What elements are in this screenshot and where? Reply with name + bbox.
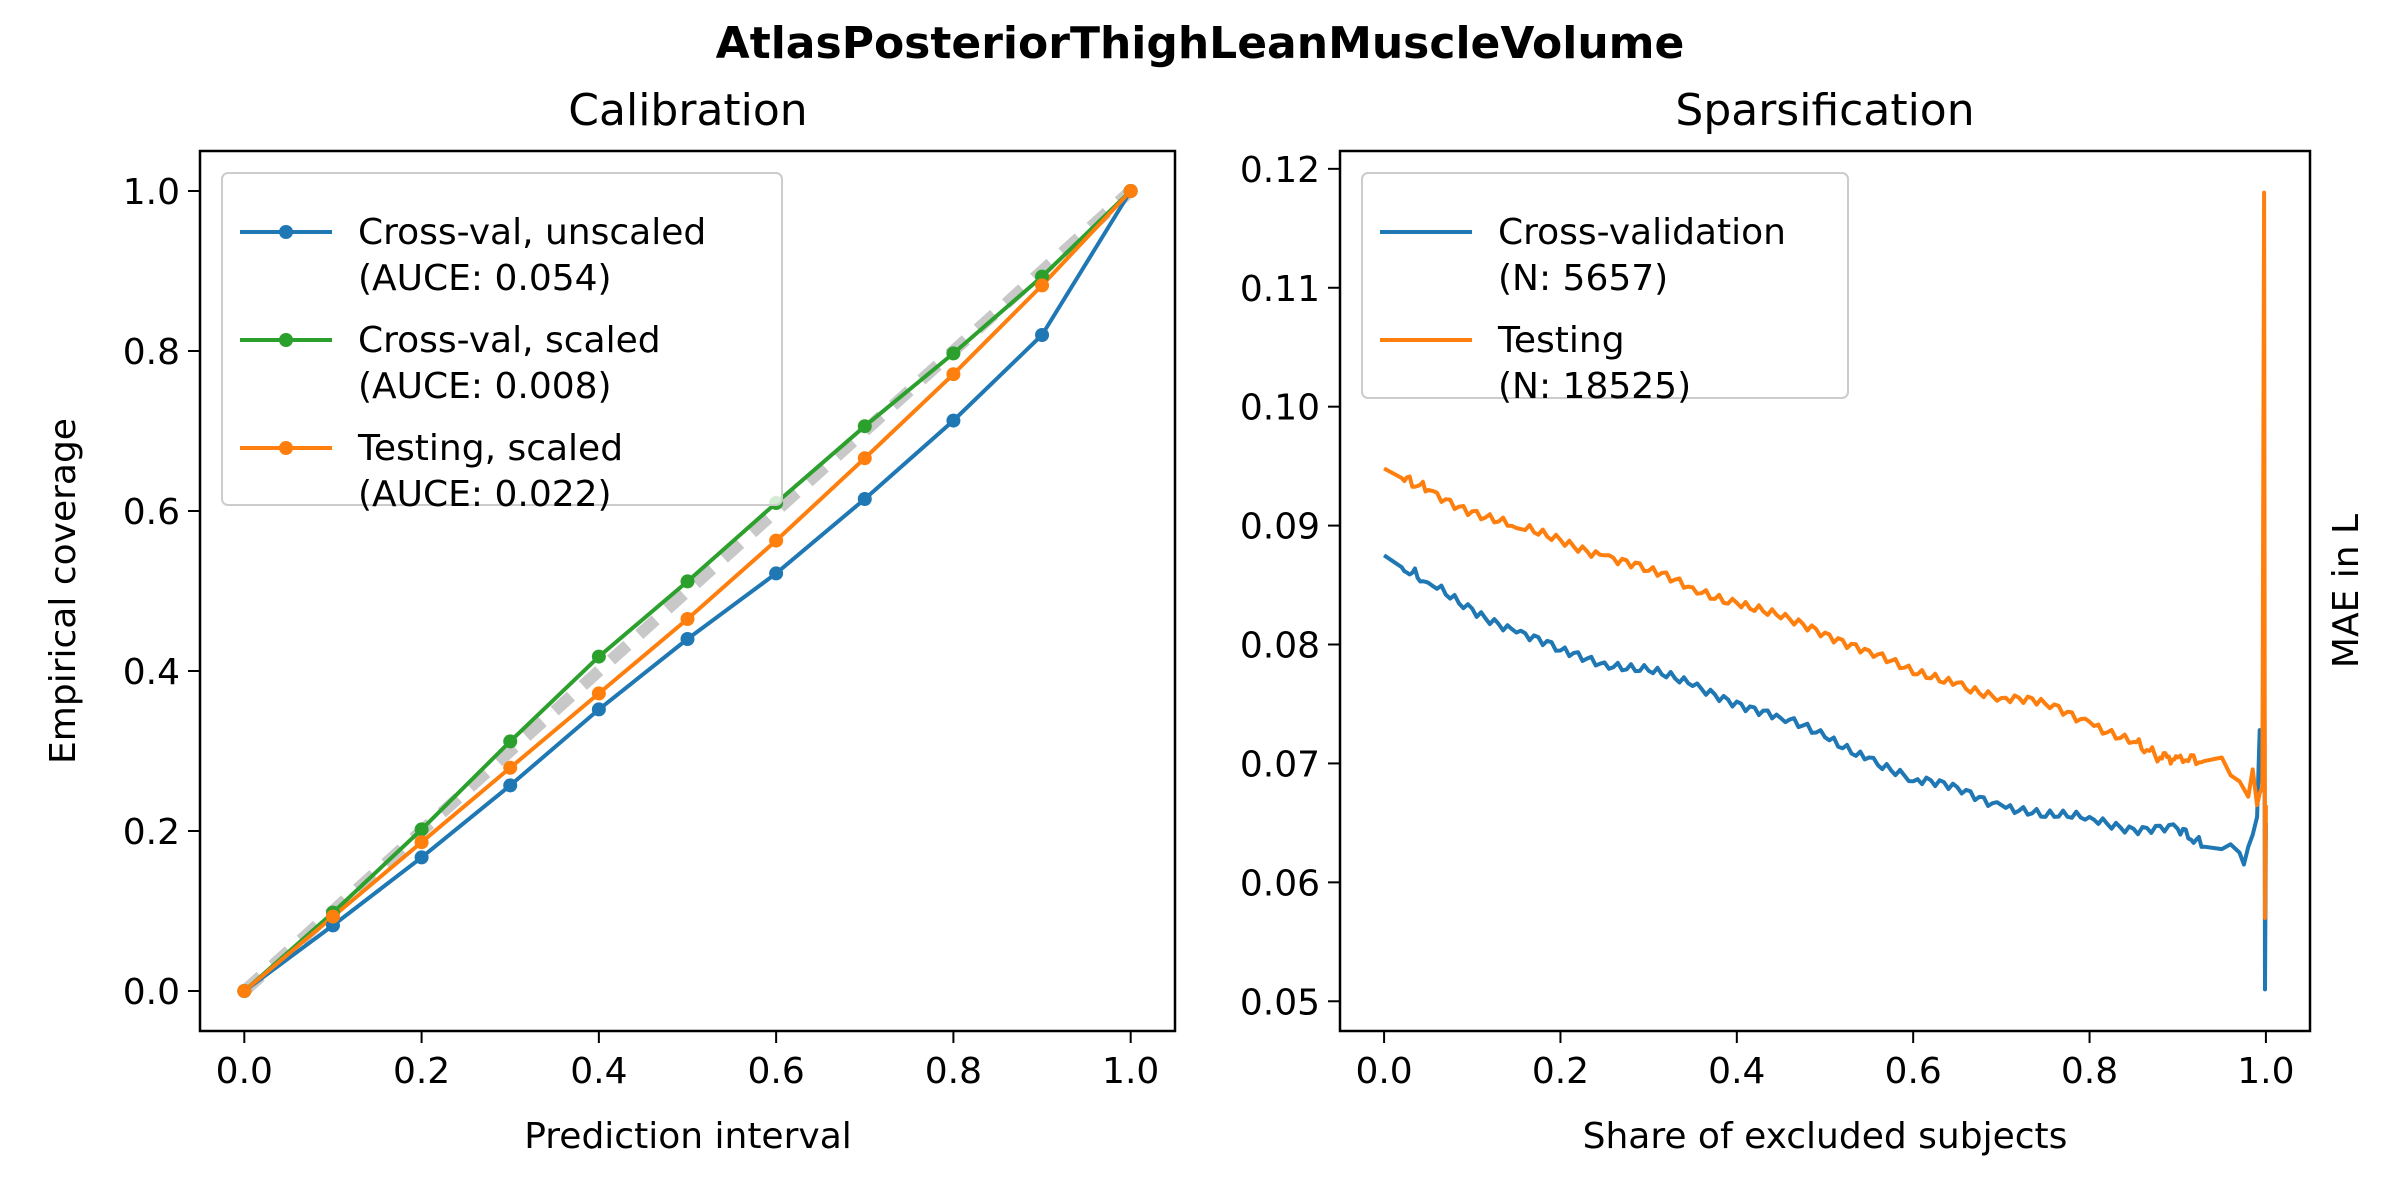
sparsification-x-tick-label: 0.2 xyxy=(1532,1051,1589,1092)
calibration-point-series-2 xyxy=(503,760,518,775)
calibration-legend: Cross-val, unscaled (AUCE: 0.054) Cross-va… xyxy=(221,172,783,515)
calibration-y-tick-label: 0.6 xyxy=(123,492,180,533)
calibration-point-series-0 xyxy=(414,850,429,865)
legend-sublabel-1: (N: 18525) xyxy=(1498,366,1691,407)
calibration-point-series-0 xyxy=(503,778,518,793)
calibration-panel: Calibration 0.0 0.2 0.4 0.6 0.8 1.0 0.0 0.2 0.4… xyxy=(43,85,1177,1157)
sparsification-title: Sparsification xyxy=(1675,85,1974,136)
calibration-point-series-2 xyxy=(769,533,784,548)
calibration-point-series-2 xyxy=(325,909,340,924)
calibration-point-series-2 xyxy=(414,835,429,850)
legend-marker-2 xyxy=(279,441,293,455)
sparsification-x-tick-label: 1.0 xyxy=(2237,1051,2294,1092)
sparsification-y-tick-label: 0.08 xyxy=(1240,626,1320,667)
sparsification-series-lines xyxy=(1382,190,2268,992)
calibration-legend-box xyxy=(221,172,783,506)
calibration-x-tick-label: 0.4 xyxy=(570,1051,627,1092)
calibration-point-series-2 xyxy=(1035,278,1050,293)
calibration-x-ticks: 0.0 0.2 0.4 0.6 0.8 1.0 xyxy=(216,1031,1159,1092)
calibration-x-tick-label: 0.2 xyxy=(393,1051,450,1092)
calibration-x-tick-label: 0.6 xyxy=(748,1051,805,1092)
calibration-title: Calibration xyxy=(568,85,807,136)
sparsification-panel: Sparsification 0.0 0.2 0.4 0.6 0.8 1.0 0.050.… xyxy=(1240,85,2367,1157)
sparsification-x-axis-label: Share of excluded subjects xyxy=(1583,1116,2068,1157)
calibration-x-tick-label: 0.8 xyxy=(925,1051,982,1092)
calibration-point-series-1 xyxy=(414,822,429,837)
sparsification-y-ticks: 0.05 0.06 0.07 0.08 0.09 0.10 0.11 0.12 xyxy=(1240,150,1340,1023)
sparsification-x-ticks: 0.0 0.2 0.4 0.6 0.8 1.0 xyxy=(1355,1031,2295,1092)
calibration-point-series-1 xyxy=(591,649,606,664)
legend-label-1: Cross-val, scaled xyxy=(358,320,661,361)
sparsification-y-tick-label: 0.10 xyxy=(1240,388,1320,429)
sparsification-y-tick-label: 0.05 xyxy=(1240,982,1320,1023)
sparsification-x-tick-label: 0.8 xyxy=(2061,1051,2118,1092)
calibration-point-series-2 xyxy=(946,367,961,382)
legend-label-0: Cross-validation xyxy=(1498,212,1786,253)
calibration-axes-frame xyxy=(198,149,1177,1033)
calibration-point-series-0 xyxy=(680,632,695,646)
sparsification-x-tick-label: 0.4 xyxy=(1708,1051,1765,1092)
sparsification-legend: Cross-validation (N: 5657) Testing (N: 1852… xyxy=(1361,172,1849,407)
sparsification-y-tick-label: 0.09 xyxy=(1240,507,1320,548)
calibration-y-tick-label: 0.4 xyxy=(123,652,180,693)
legend-marker-0 xyxy=(279,225,293,239)
sparsification-axes-frame xyxy=(1338,149,2312,1033)
calibration-point-series-2 xyxy=(680,612,695,626)
calibration-point-series-0 xyxy=(769,566,784,581)
calibration-point-series-1 xyxy=(857,419,872,434)
legend-sublabel-1: (AUCE: 0.008) xyxy=(358,366,612,407)
calibration-point-series-2 xyxy=(591,686,606,701)
sparsification-x-tick-label: 0.0 xyxy=(1355,1051,1412,1092)
calibration-point-series-0 xyxy=(1035,328,1050,342)
sparsification-x-tick-label: 0.6 xyxy=(1885,1051,1942,1092)
calibration-y-axis-label: Empirical coverage xyxy=(43,418,84,764)
calibration-y-tick-label: 0.0 xyxy=(123,972,180,1013)
sparsification-y-axis-label: MAE in L xyxy=(2326,514,2367,668)
calibration-y-ticks: 0.0 0.2 0.4 0.6 0.8 1.0 xyxy=(123,172,200,1013)
calibration-y-tick-label: 1.0 xyxy=(123,172,180,213)
calibration-point-series-2 xyxy=(237,984,252,998)
legend-sublabel-0: (AUCE: 0.054) xyxy=(358,258,612,299)
calibration-point-series-1 xyxy=(503,734,518,749)
sparsification-y-tick-label: 0.12 xyxy=(1240,150,1320,191)
calibration-point-series-0 xyxy=(857,492,872,506)
calibration-point-series-2 xyxy=(857,451,872,466)
sparsification-y-tick-label: 0.06 xyxy=(1240,863,1320,904)
figure-suptitle: AtlasPosteriorThighLeanMuscleVolume xyxy=(716,18,1685,69)
legend-sublabel-0: (N: 5657) xyxy=(1498,258,1668,299)
sparsification-legend-box xyxy=(1361,172,1849,399)
calibration-x-axis-label: Prediction interval xyxy=(524,1116,852,1157)
legend-label-2: Testing, scaled xyxy=(357,428,623,469)
calibration-x-tick-label: 1.0 xyxy=(1102,1051,1159,1092)
calibration-point-series-0 xyxy=(591,702,606,717)
calibration-series-markers xyxy=(237,184,1138,998)
calibration-point-series-2 xyxy=(1123,184,1138,198)
legend-marker-1 xyxy=(279,333,293,347)
sparsification-line-series-1 xyxy=(1383,190,2268,920)
calibration-y-tick-label: 0.8 xyxy=(123,332,180,373)
sparsification-line-series-0 xyxy=(1382,458,2268,992)
sparsification-y-tick-label: 0.11 xyxy=(1240,269,1320,310)
calibration-point-series-1 xyxy=(680,574,695,589)
calibration-x-tick-label: 0.0 xyxy=(216,1051,273,1092)
calibration-y-tick-label: 0.2 xyxy=(123,812,180,853)
legend-label-0: Cross-val, unscaled xyxy=(358,212,706,253)
calibration-point-series-0 xyxy=(946,413,961,428)
sparsification-y-tick-label: 0.07 xyxy=(1240,744,1320,785)
calibration-point-series-1 xyxy=(946,346,961,361)
legend-sublabel-2: (AUCE: 0.022) xyxy=(358,474,612,515)
legend-label-1: Testing xyxy=(1497,320,1625,361)
